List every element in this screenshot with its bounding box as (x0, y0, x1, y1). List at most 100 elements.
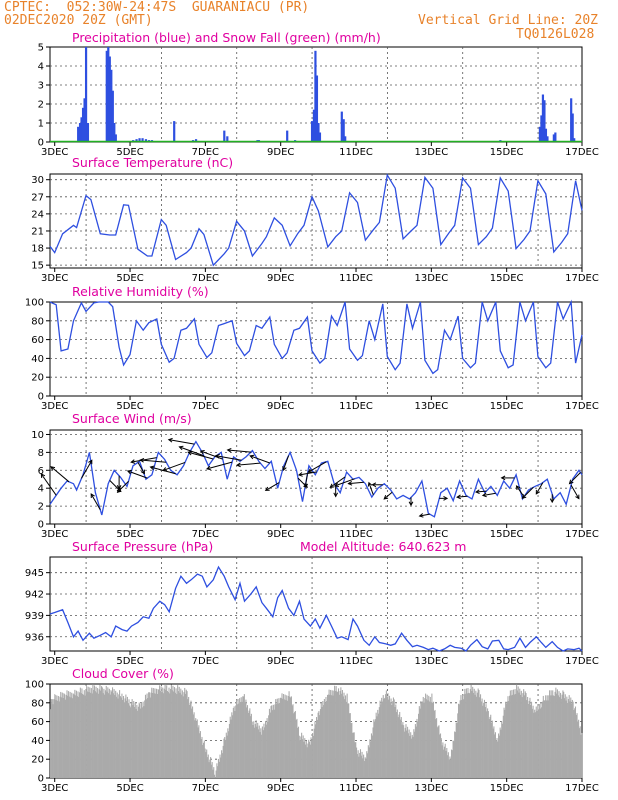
cloud-bar (126, 696, 128, 778)
wind-vector (368, 482, 374, 496)
cloud-bar (352, 732, 354, 778)
cloud-bar (397, 717, 399, 778)
cloud-bar (294, 710, 296, 778)
cloud-bar (460, 695, 462, 778)
cloud-bar (319, 709, 322, 778)
cloud-bar (278, 698, 280, 778)
cloud-bar (341, 690, 343, 778)
cloud-bar (117, 698, 119, 778)
cloud-bar (197, 727, 199, 778)
cloud-bar (308, 741, 311, 778)
cloud-bar (297, 726, 300, 778)
cloud-bar (246, 705, 249, 778)
cloud-bar (345, 695, 347, 778)
cloud-bar (335, 686, 337, 778)
cloud-bar (529, 697, 531, 778)
cloud-bar (426, 694, 428, 778)
cloud-bar (520, 694, 522, 778)
cloud-bar (526, 700, 528, 778)
cloud-bar (388, 699, 390, 778)
cloud-bar (171, 690, 173, 778)
precip-bar (81, 107, 85, 142)
cloud-bar (75, 690, 77, 778)
cloud-bar (490, 714, 492, 778)
cloud-bar (344, 699, 346, 778)
cloud-bar (401, 724, 403, 778)
cloud-bar (471, 691, 473, 778)
wind-vector (109, 480, 122, 492)
cloud-bar (476, 692, 478, 778)
cloud-bar (286, 695, 288, 778)
cloud-bar (290, 696, 292, 778)
wind-vector (227, 449, 251, 453)
cloud-bar (509, 695, 511, 778)
cloud-bar (540, 702, 542, 778)
cloud-bar (451, 750, 453, 778)
precip-bar (108, 56, 111, 142)
cloud-bar (508, 701, 510, 778)
series-line (49, 440, 583, 518)
cloud-bar (94, 691, 96, 778)
cloud-bar (563, 698, 566, 778)
cloud-bar (167, 692, 169, 778)
cloud-bar (154, 688, 156, 778)
cloud-bar (250, 716, 252, 778)
cloud-bar (356, 753, 358, 778)
wind-vector-head (214, 453, 220, 459)
wind-vector (516, 485, 525, 497)
precip-bar (110, 69, 113, 142)
cloud-bar (443, 749, 445, 778)
series-line (49, 565, 583, 652)
x-tick-label: 9DEC (267, 783, 294, 794)
cloud-bar (112, 693, 114, 778)
cloud-bar (459, 700, 461, 778)
cloud-bar (342, 696, 344, 778)
cloud-bar (160, 686, 162, 778)
cloud-bar (250, 713, 252, 778)
wind-vector (522, 486, 534, 499)
panel-title: Cloud Cover (%) (72, 666, 174, 681)
cloud-bar (396, 709, 398, 778)
cloud-bar (73, 694, 75, 778)
precip-bar (105, 50, 108, 142)
panel-frame (49, 301, 583, 397)
cloud-bar (391, 704, 393, 778)
cloud-bar (498, 735, 500, 778)
cloud-bar (104, 694, 106, 778)
wind-vector-head (334, 482, 339, 487)
cloud-bar (352, 732, 354, 778)
cloud-bar (103, 688, 105, 778)
cloud-bar (364, 757, 366, 778)
cloud-bar (288, 691, 290, 778)
cloud-bar (279, 697, 281, 778)
cloud-bar (51, 699, 53, 778)
cloud-bar (277, 703, 279, 778)
cloud-bar (50, 699, 52, 778)
cloud-bar (107, 687, 109, 778)
cloud-bar (95, 686, 97, 778)
cloud-bar (254, 727, 256, 778)
cloud-bar (537, 705, 539, 778)
x-tick-label: 5DEC (116, 656, 143, 667)
y-tick-label: 18 (31, 244, 44, 255)
cloud-bar (52, 699, 54, 778)
precip-bar (342, 119, 345, 142)
cloud-bar (395, 704, 397, 778)
cloud-bar (473, 688, 475, 778)
cloud-bar (127, 703, 129, 778)
cloud-bar (162, 693, 165, 778)
cloud-bar (309, 744, 311, 778)
cloud-bar (487, 708, 489, 778)
cloud-bar (438, 725, 440, 778)
precip-bar (544, 128, 548, 142)
cloud-bar (486, 711, 488, 778)
cloud-bar (340, 687, 342, 778)
cloud-bar (450, 749, 453, 778)
cloud-bar (242, 696, 244, 778)
cloud-bar (555, 687, 557, 778)
cloud-bar (255, 720, 257, 778)
wind-vector-head (549, 498, 555, 504)
precip-bar (84, 47, 88, 142)
cloud-bar (509, 690, 511, 778)
cloud-bar (123, 702, 125, 778)
